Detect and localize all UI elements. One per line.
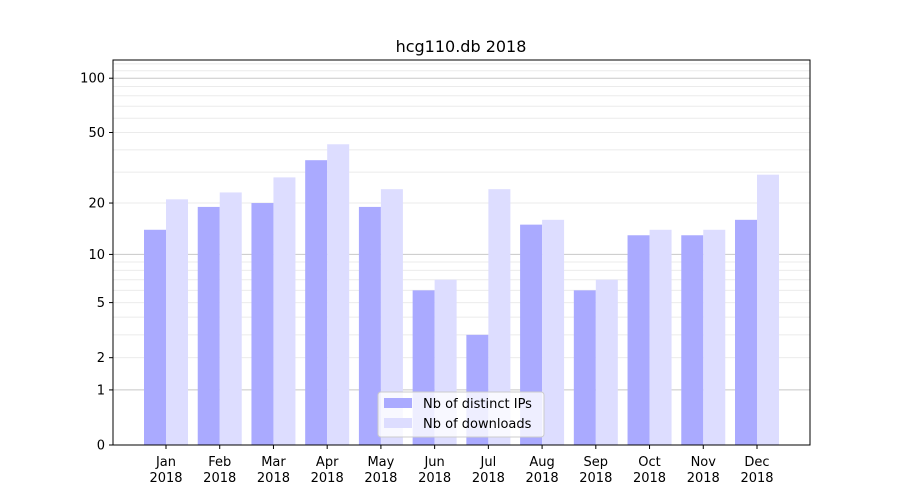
x-tick-label: Jun 2018 — [418, 455, 451, 486]
bar-distinct-ips — [251, 203, 274, 445]
bar-distinct-ips — [627, 235, 650, 445]
x-tick-label: Feb 2018 — [203, 455, 236, 486]
legend: Nb of distinct IPs Nb of downloads — [377, 391, 545, 438]
x-tick-label: Dec 2018 — [740, 455, 773, 486]
bar-downloads — [595, 279, 618, 445]
bar-distinct-ips — [681, 235, 704, 445]
x-tick-label: Apr 2018 — [311, 455, 344, 486]
x-tick-label: Oct 2018 — [633, 455, 666, 486]
bar-downloads — [327, 144, 350, 445]
x-tick-label: Aug 2018 — [526, 455, 559, 486]
bar-downloads — [380, 189, 403, 445]
x-tick-label: Mar 2018 — [257, 455, 290, 486]
chart-title: hcg110.db 2018 — [396, 37, 527, 56]
bar-distinct-ips — [573, 290, 596, 445]
legend-swatch — [384, 418, 412, 428]
legend-swatch — [384, 398, 412, 408]
bar-downloads — [166, 199, 188, 445]
legend-label: Nb of downloads — [423, 417, 532, 432]
bar-downloads — [273, 177, 296, 445]
bar-downloads — [542, 219, 565, 445]
y-tick-label: 1 — [97, 383, 105, 398]
bar-downloads — [757, 174, 779, 445]
y-tick-label: 50 — [88, 126, 105, 141]
bar-distinct-ips — [197, 206, 220, 445]
bar-downloads — [649, 229, 672, 445]
x-tick-label: Sep 2018 — [579, 455, 612, 486]
x-tick-label: Jul 2018 — [472, 455, 505, 486]
bar-downloads — [703, 229, 726, 445]
bar-downloads — [488, 189, 511, 445]
y-tick-label: 20 — [88, 197, 105, 212]
y-tick-label: 10 — [88, 248, 105, 263]
legend-label: Nb of distinct IPs — [423, 397, 532, 412]
bar-distinct-ips — [305, 160, 328, 445]
bar-distinct-ips — [358, 206, 381, 445]
legend-box — [377, 391, 545, 438]
bar-distinct-ips — [520, 224, 543, 445]
bar-distinct-ips — [144, 229, 166, 445]
bar-distinct-ips — [735, 219, 757, 445]
plot-frame — [112, 59, 811, 446]
bar-downloads — [219, 192, 242, 445]
y-tick-label: 2 — [97, 351, 105, 366]
x-tick-label: Jan 2018 — [149, 455, 182, 486]
y-tick-label: 5 — [97, 296, 105, 311]
y-tick-label: 0 — [97, 439, 105, 454]
x-tick-label: Nov 2018 — [687, 455, 720, 486]
x-tick-label: May 2018 — [364, 455, 397, 486]
y-tick-label: 100 — [80, 72, 105, 87]
